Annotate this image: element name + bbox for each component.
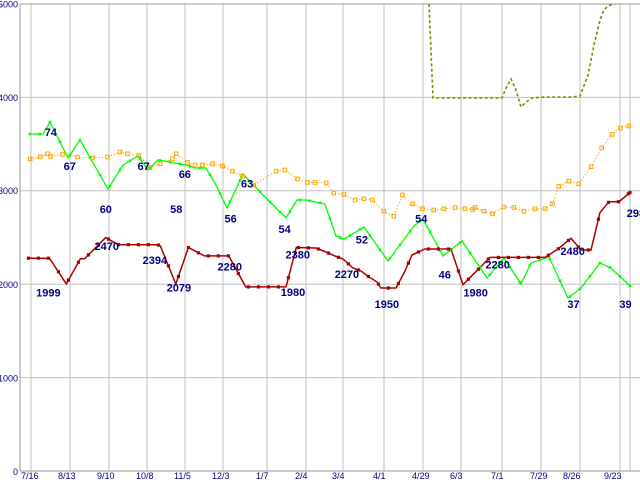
svg-text:58: 58 bbox=[170, 204, 182, 216]
svg-text:1980: 1980 bbox=[463, 287, 487, 299]
svg-text:52: 52 bbox=[356, 235, 368, 247]
svg-text:56: 56 bbox=[225, 214, 237, 226]
svg-text:9/10: 9/10 bbox=[97, 471, 115, 480]
svg-text:3/4: 3/4 bbox=[332, 471, 345, 480]
svg-text:12/3: 12/3 bbox=[212, 471, 230, 480]
svg-text:4000: 4000 bbox=[0, 93, 18, 103]
svg-text:60: 60 bbox=[100, 204, 112, 216]
svg-text:1/7: 1/7 bbox=[256, 471, 269, 480]
svg-text:37: 37 bbox=[567, 299, 579, 311]
svg-text:2394: 2394 bbox=[143, 255, 168, 267]
svg-text:7/16: 7/16 bbox=[21, 471, 39, 480]
svg-text:2480: 2480 bbox=[560, 246, 584, 258]
svg-text:0: 0 bbox=[13, 467, 18, 477]
svg-text:54: 54 bbox=[415, 213, 428, 225]
svg-text:10/8: 10/8 bbox=[136, 471, 154, 480]
svg-text:67: 67 bbox=[138, 161, 150, 173]
svg-text:63: 63 bbox=[241, 178, 253, 190]
svg-text:1000: 1000 bbox=[0, 374, 18, 384]
svg-text:2079: 2079 bbox=[167, 282, 191, 294]
svg-text:2270: 2270 bbox=[335, 269, 359, 281]
svg-text:9/23: 9/23 bbox=[604, 471, 622, 480]
svg-text:4/29: 4/29 bbox=[412, 471, 430, 480]
svg-text:3000: 3000 bbox=[0, 186, 18, 196]
svg-text:54: 54 bbox=[279, 224, 292, 236]
svg-text:39: 39 bbox=[619, 299, 631, 311]
svg-text:6/3: 6/3 bbox=[450, 471, 463, 480]
svg-text:2280: 2280 bbox=[218, 261, 242, 273]
svg-text:46: 46 bbox=[439, 270, 451, 282]
svg-text:2470: 2470 bbox=[95, 241, 119, 253]
svg-text:2280: 2280 bbox=[485, 259, 509, 271]
svg-text:7/1: 7/1 bbox=[491, 471, 504, 480]
svg-text:11/5: 11/5 bbox=[174, 471, 191, 480]
svg-text:66: 66 bbox=[179, 169, 191, 181]
svg-text:2380: 2380 bbox=[286, 250, 310, 262]
svg-text:2000: 2000 bbox=[0, 280, 18, 290]
svg-text:2/4: 2/4 bbox=[295, 471, 308, 480]
svg-text:2980: 2980 bbox=[627, 208, 640, 220]
svg-text:8/26: 8/26 bbox=[563, 471, 581, 480]
svg-text:1980: 1980 bbox=[281, 287, 305, 299]
svg-text:8/13: 8/13 bbox=[58, 471, 76, 480]
svg-text:1999: 1999 bbox=[36, 287, 60, 299]
svg-text:5000: 5000 bbox=[0, 0, 18, 10]
svg-text:4/1: 4/1 bbox=[373, 471, 386, 480]
svg-text:7/29: 7/29 bbox=[530, 471, 548, 480]
svg-text:67: 67 bbox=[64, 161, 76, 173]
svg-text:1950: 1950 bbox=[375, 299, 399, 311]
svg-text:74: 74 bbox=[45, 127, 58, 139]
